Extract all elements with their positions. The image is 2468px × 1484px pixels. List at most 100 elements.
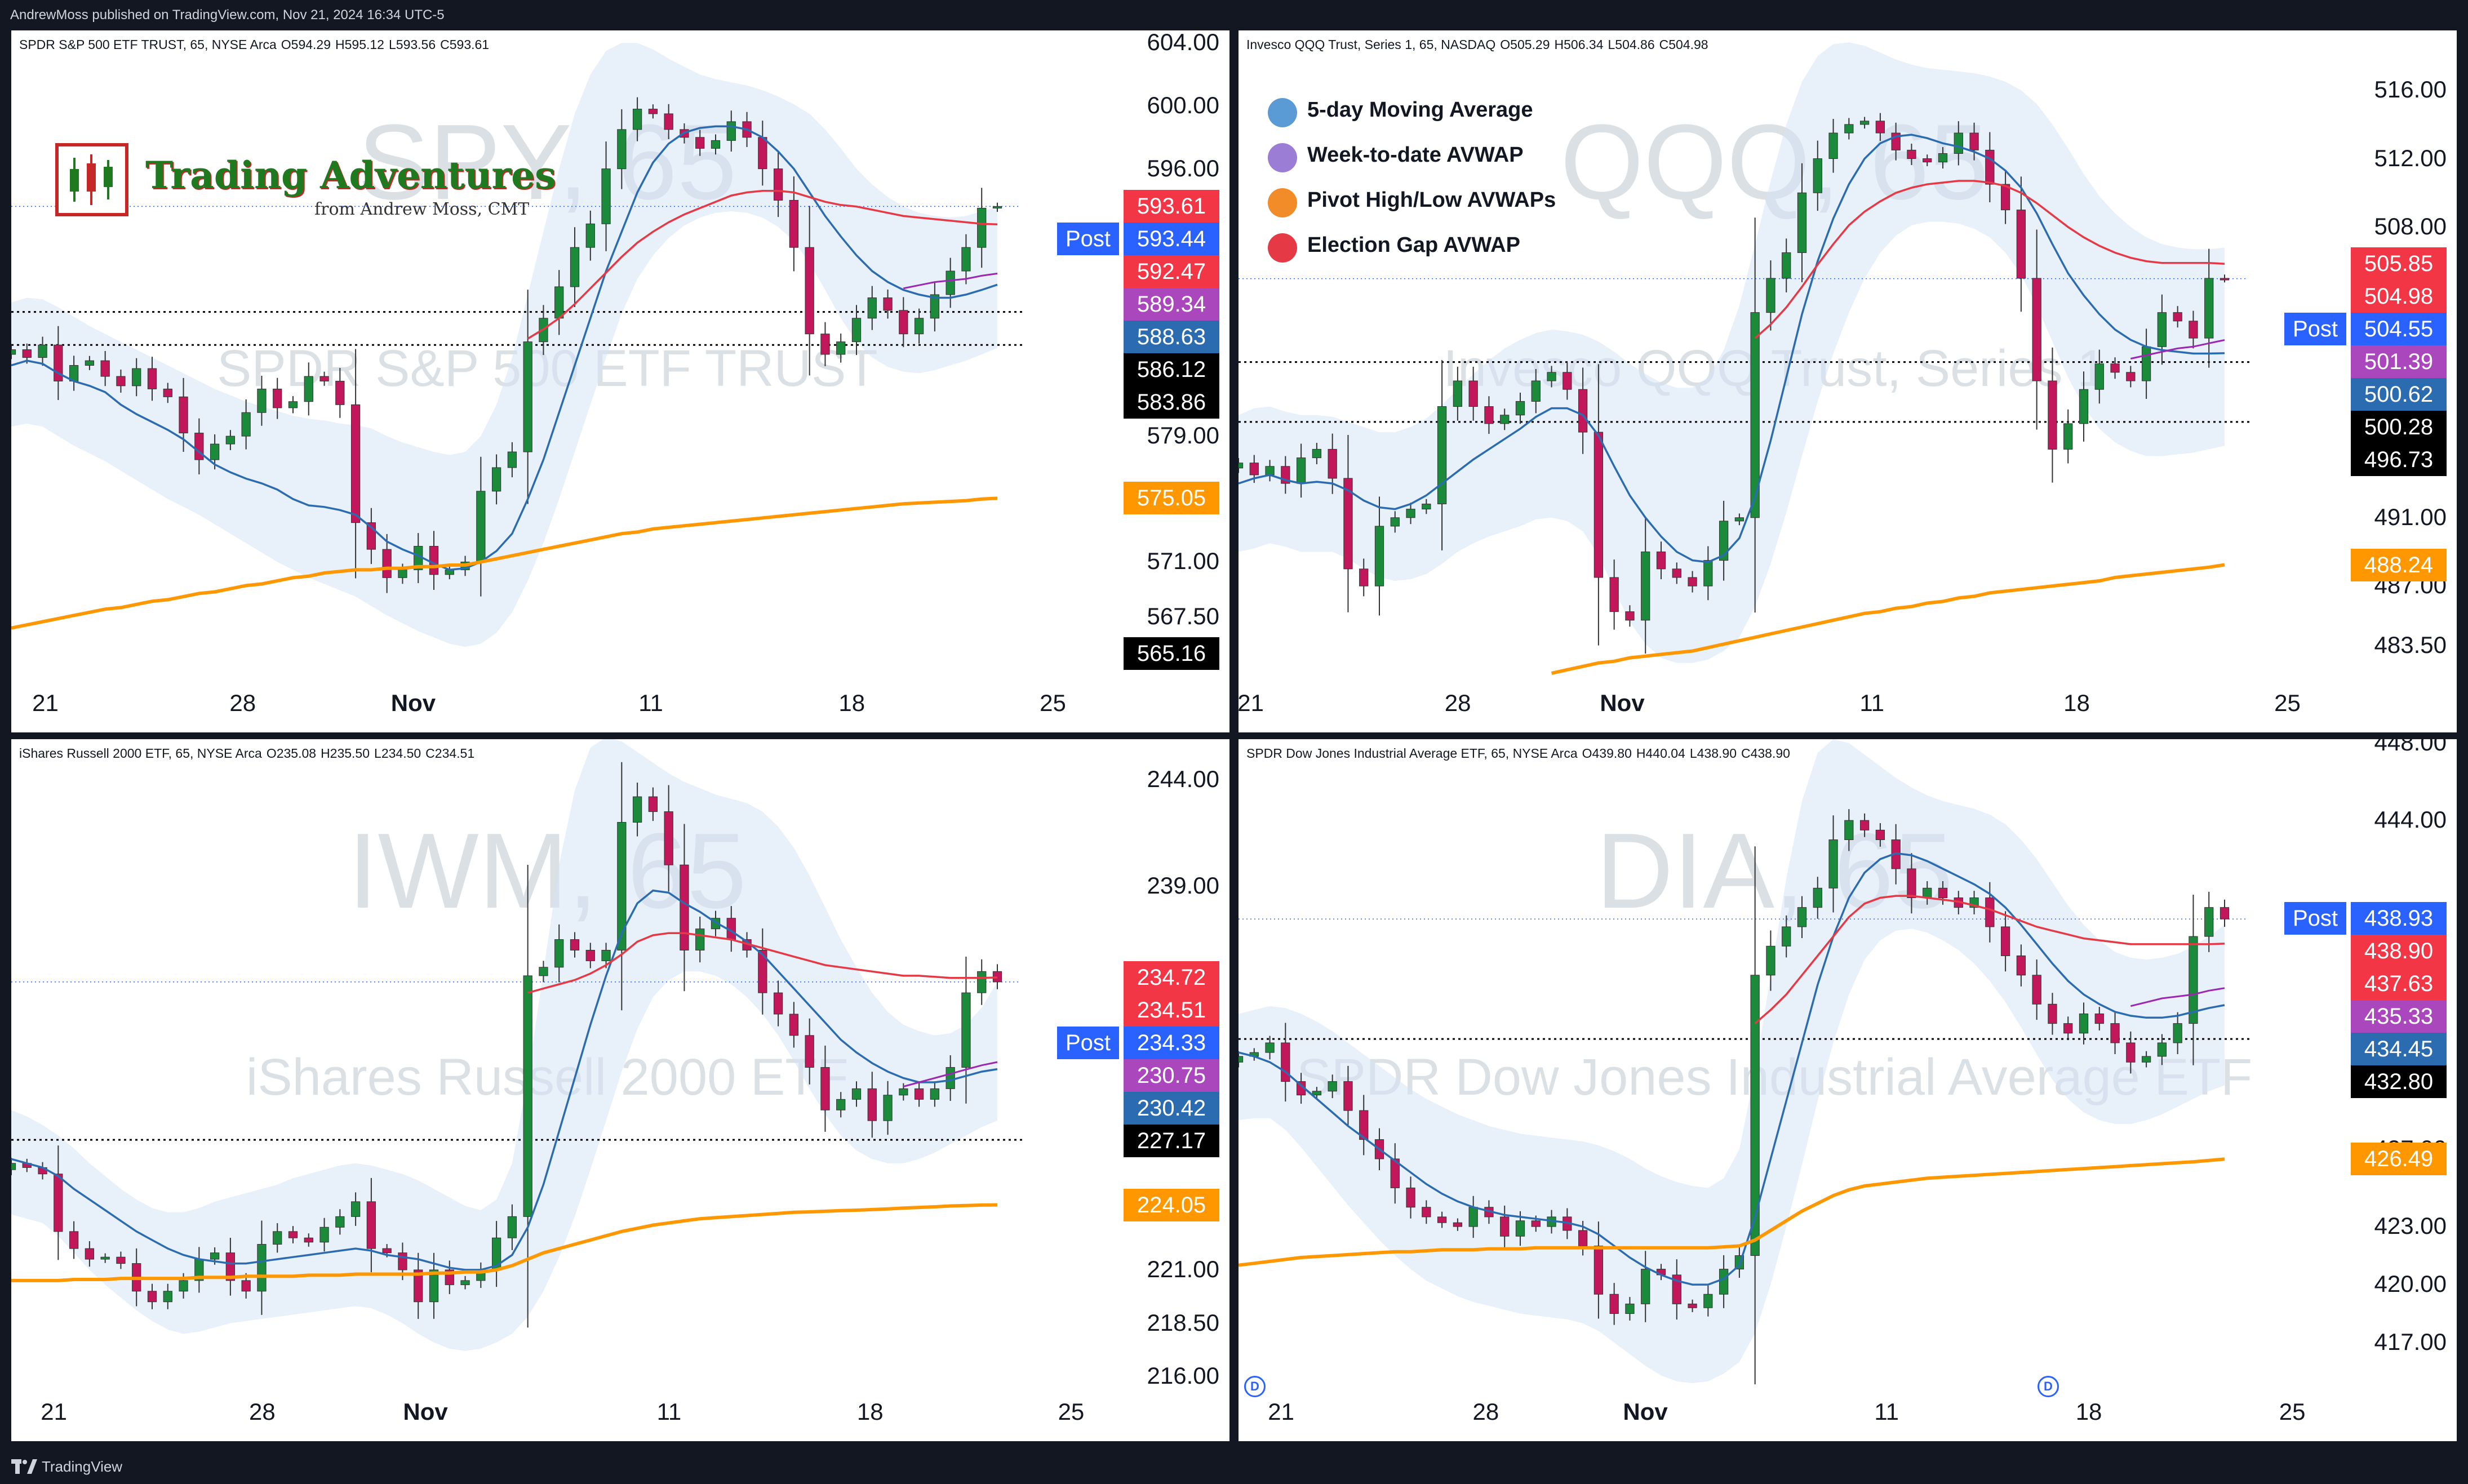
candle[interactable]	[476, 456, 486, 597]
candle[interactable]	[69, 1221, 79, 1259]
candle[interactable]	[867, 1072, 877, 1138]
candle[interactable]	[1578, 1220, 1588, 1256]
candle[interactable]	[1468, 366, 1478, 421]
candle[interactable]	[85, 356, 95, 370]
candle[interactable]	[1531, 369, 1541, 414]
candle[interactable]	[2094, 1007, 2104, 1030]
candle[interactable]	[1656, 541, 1666, 580]
candle[interactable]	[961, 956, 971, 1104]
candle[interactable]	[2016, 176, 2026, 312]
candle[interactable]	[1515, 392, 1525, 424]
candle[interactable]	[664, 104, 673, 140]
candle[interactable]	[961, 234, 971, 285]
candle[interactable]	[773, 152, 783, 217]
candle[interactable]	[914, 1081, 924, 1107]
candle[interactable]	[1985, 882, 1995, 943]
candle[interactable]	[1239, 1051, 1244, 1068]
candle[interactable]	[1500, 408, 1510, 430]
candle[interactable]	[539, 961, 548, 983]
candle[interactable]	[147, 357, 157, 401]
candle[interactable]	[491, 454, 501, 505]
candle[interactable]	[617, 109, 627, 189]
candle[interactable]	[805, 1018, 814, 1085]
candle[interactable]	[38, 336, 47, 366]
candle[interactable]	[867, 286, 877, 330]
candle[interactable]	[1797, 163, 1807, 282]
candle[interactable]	[335, 368, 345, 418]
candle[interactable]	[1625, 1297, 1635, 1321]
candle[interactable]	[2000, 170, 2010, 224]
candle[interactable]	[1813, 877, 1822, 919]
candle[interactable]	[883, 1081, 893, 1135]
candle[interactable]	[460, 1276, 470, 1290]
candle[interactable]	[2173, 306, 2182, 328]
candle[interactable]	[1609, 559, 1619, 630]
candle[interactable]	[632, 97, 642, 141]
candle[interactable]	[1374, 496, 1384, 616]
candle[interactable]	[116, 1251, 126, 1269]
candle[interactable]	[2141, 1051, 2151, 1068]
candle[interactable]	[2110, 1012, 2120, 1055]
candle[interactable]	[1593, 1221, 1604, 1319]
candle[interactable]	[805, 206, 814, 376]
candle[interactable]	[2157, 1034, 2167, 1065]
candle[interactable]	[1422, 499, 1431, 514]
candle[interactable]	[836, 334, 846, 363]
candle[interactable]	[820, 1045, 830, 1132]
chart-canvas[interactable]	[11, 30, 1229, 732]
candle[interactable]	[1406, 503, 1415, 525]
candle[interactable]	[2063, 1016, 2073, 1041]
candle[interactable]	[570, 227, 580, 307]
candle[interactable]	[930, 1081, 940, 1107]
candle[interactable]	[2189, 895, 2198, 1065]
candle[interactable]	[977, 959, 987, 1005]
candle[interactable]	[1828, 118, 1838, 173]
candle[interactable]	[1406, 1176, 1415, 1219]
candle[interactable]	[632, 783, 642, 837]
candle[interactable]	[2048, 993, 2057, 1035]
candle[interactable]	[507, 1204, 517, 1250]
candle[interactable]	[1828, 815, 1838, 913]
candle[interactable]	[1239, 457, 1244, 473]
candle[interactable]	[116, 369, 126, 393]
candle[interactable]	[2079, 1002, 2089, 1045]
candle[interactable]	[1813, 140, 1822, 211]
dividend-marker-icon[interactable]: D	[1244, 1376, 1266, 1397]
candle[interactable]	[2094, 349, 2104, 404]
candle[interactable]	[1938, 881, 1948, 905]
candle[interactable]	[617, 762, 627, 1011]
candle[interactable]	[1453, 1218, 1463, 1231]
candle[interactable]	[1719, 500, 1729, 581]
candle[interactable]	[2032, 229, 2041, 430]
candle[interactable]	[288, 396, 298, 414]
candle[interactable]	[414, 1252, 423, 1319]
candle[interactable]	[1688, 571, 1697, 593]
candle[interactable]	[695, 130, 705, 156]
candle[interactable]	[836, 1092, 846, 1118]
candle[interactable]	[1359, 1095, 1369, 1156]
candle[interactable]	[1859, 117, 1870, 129]
candle[interactable]	[1672, 562, 1681, 584]
candle[interactable]	[601, 141, 611, 251]
candle[interactable]	[1453, 366, 1463, 421]
candle[interactable]	[1907, 143, 1916, 165]
candle[interactable]	[930, 281, 940, 332]
candle[interactable]	[2000, 911, 2010, 972]
candle[interactable]	[304, 1233, 313, 1247]
candle[interactable]	[382, 534, 392, 593]
candle[interactable]	[257, 375, 267, 426]
candle[interactable]	[585, 210, 595, 261]
candle[interactable]	[225, 1237, 236, 1296]
candle[interactable]	[1750, 217, 1760, 613]
candle[interactable]	[1390, 1143, 1400, 1204]
candle[interactable]	[319, 371, 329, 386]
candle[interactable]	[1422, 1200, 1431, 1224]
candle[interactable]	[1844, 809, 1854, 851]
candle[interactable]	[1797, 896, 1807, 939]
candle[interactable]	[523, 864, 532, 1328]
candle[interactable]	[1923, 154, 1932, 166]
candle[interactable]	[163, 383, 172, 403]
candle[interactable]	[1609, 1283, 1619, 1325]
